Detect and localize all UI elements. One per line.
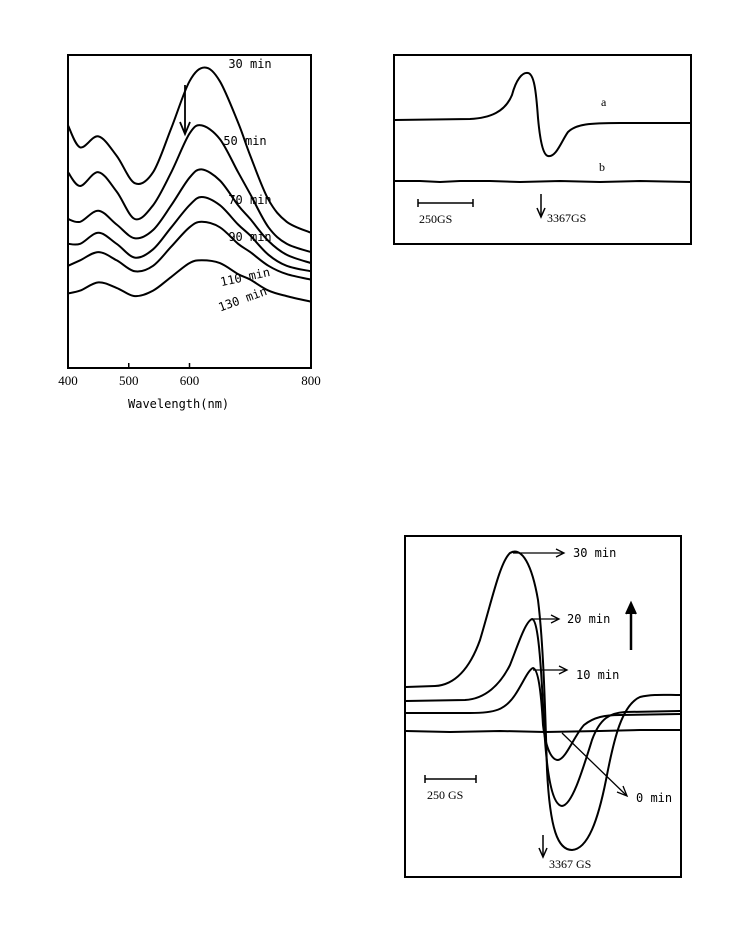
epr-time-20min-label: 20 min bbox=[567, 612, 610, 626]
epr-time-30min-label: 30 min bbox=[573, 546, 616, 560]
epr-time-series-30min bbox=[405, 550, 681, 851]
uv-vis-series-90min bbox=[67, 196, 312, 273]
decrease-arrow-icon bbox=[179, 85, 191, 137]
epr-ab-panel: a b 250GS 3367GS bbox=[393, 54, 692, 245]
uv-vis-series-110min bbox=[67, 220, 312, 281]
epr-series-a bbox=[394, 71, 691, 158]
field-marker-arrow-icon bbox=[536, 194, 546, 219]
uv-vis-x-axis-label: Wavelength(nm) bbox=[128, 397, 229, 411]
epr-series-b bbox=[394, 180, 691, 183]
epr-time-30min-pointer bbox=[513, 548, 566, 558]
epr-time-10min-label: 10 min bbox=[576, 668, 619, 682]
uv-vis-x-tick-label: 600 bbox=[180, 373, 200, 388]
scale-bar bbox=[417, 199, 474, 207]
uv-vis-x-tick-label: 400 bbox=[58, 373, 78, 388]
epr-time-field-marker-label: 3367 GS bbox=[549, 857, 591, 871]
epr-time-0min-pointer bbox=[561, 732, 629, 798]
uv-vis-curves bbox=[67, 66, 312, 303]
epr-series-a-label: a bbox=[601, 95, 607, 109]
uv-vis-series-30min bbox=[67, 66, 312, 234]
epr-time-20min-pointer bbox=[532, 614, 561, 624]
uv-vis-series-130min bbox=[67, 259, 312, 303]
uv-vis-series-70min bbox=[67, 168, 312, 265]
epr-time-plot-frame bbox=[404, 535, 682, 878]
uv-vis-series-label-90min: 90 min bbox=[228, 230, 271, 244]
uv-vis-x-ticks: 400 500 600 800 bbox=[58, 363, 321, 388]
uv-vis-series-50min bbox=[67, 124, 312, 254]
increase-arrow-icon bbox=[625, 600, 637, 650]
epr-time-scale-bar bbox=[424, 775, 477, 783]
epr-ab-plot-frame bbox=[393, 54, 692, 245]
uv-vis-series-label-50min: 50 min bbox=[223, 134, 266, 148]
epr-time-10min-pointer bbox=[533, 665, 569, 675]
uv-vis-plot-frame bbox=[67, 54, 312, 369]
epr-time-scale-bar-label: 250 GS bbox=[427, 788, 463, 802]
uv-vis-x-tick-label: 500 bbox=[119, 373, 139, 388]
epr-time-panel: 30 min 20 min 10 min 0 min 250 GS bbox=[404, 535, 682, 878]
epr-time-field-marker-arrow-icon bbox=[538, 835, 548, 859]
epr-time-0min-label: 0 min bbox=[636, 791, 672, 805]
scale-bar-label: 250GS bbox=[419, 212, 452, 226]
uv-vis-series-label-70min: 70 min bbox=[228, 193, 271, 207]
uv-vis-series-label-30min: 30 min bbox=[228, 57, 271, 71]
epr-time-series-20min bbox=[405, 618, 681, 807]
uv-vis-x-tick-label: 800 bbox=[301, 373, 321, 388]
epr-series-b-label: b bbox=[599, 160, 605, 174]
field-marker-label: 3367GS bbox=[547, 211, 586, 225]
